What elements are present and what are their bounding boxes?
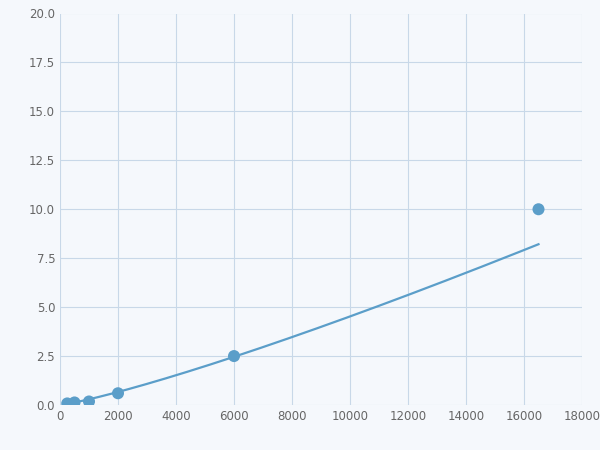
Point	[534, 206, 544, 213]
Point	[113, 390, 123, 397]
Point	[84, 398, 94, 405]
Point	[62, 400, 72, 407]
Point	[70, 399, 79, 406]
Point	[229, 352, 239, 360]
